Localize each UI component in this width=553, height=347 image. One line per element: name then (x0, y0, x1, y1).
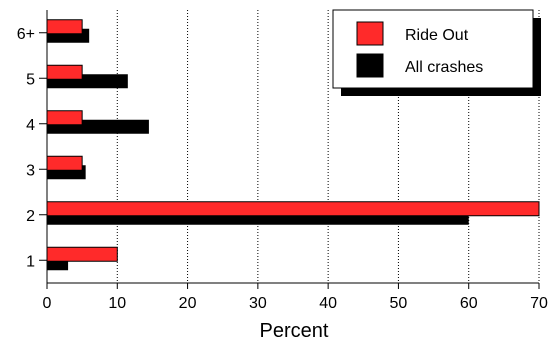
x-tick-label-60: 60 (460, 295, 478, 312)
x-tick-label-20: 20 (179, 295, 197, 312)
axes (39, 10, 540, 289)
y-tick-label-5: 5 (26, 71, 35, 88)
legend-swatch-0 (356, 21, 384, 46)
bar-ride-out-5 (46, 64, 83, 80)
x-tick-label-50: 50 (390, 295, 408, 312)
bars (46, 19, 540, 271)
legend-label-1: All crashes (405, 59, 483, 76)
y-tick-label-1: 1 (26, 253, 35, 270)
legend: Ride Out All crashes (332, 9, 541, 96)
legend-label-0: Ride Out (405, 27, 469, 44)
tick-labels: 0 10 20 30 40 50 60 70 1 2 3 4 5 6+ (17, 26, 548, 312)
y-tick-label-2: 2 (26, 208, 35, 225)
x-tick-label-30: 30 (249, 295, 267, 312)
bar-ride-out-6+ (46, 19, 83, 35)
x-tick-label-40: 40 (319, 295, 337, 312)
y-tick-label-4: 4 (26, 117, 35, 134)
x-tick-label-0: 0 (43, 295, 52, 312)
x-tick-label-70: 70 (530, 295, 548, 312)
x-tick-label-10: 10 (108, 295, 126, 312)
bar-ride-out-4 (46, 110, 83, 126)
legend-swatch-1 (356, 53, 384, 78)
y-tick-label-3: 3 (26, 162, 35, 179)
y-tick-label-6+: 6+ (17, 26, 35, 43)
bar-ride-out-3 (46, 155, 83, 171)
bar-ride-out-2 (46, 201, 540, 217)
x-axis-title: Percent (260, 320, 329, 342)
bar-ride-out-1 (46, 246, 118, 262)
